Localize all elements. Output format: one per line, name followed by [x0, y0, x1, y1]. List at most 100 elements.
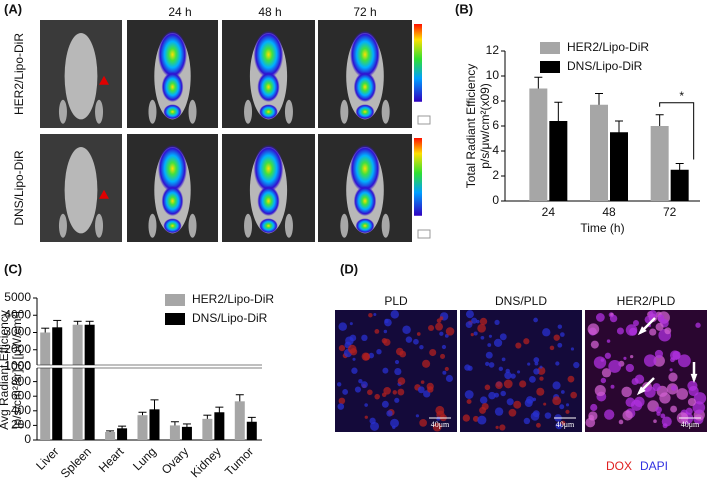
marker-arrow	[99, 75, 109, 85]
cell	[634, 374, 645, 384]
image-title: PLD	[384, 294, 408, 308]
cell	[405, 336, 413, 343]
cell	[487, 343, 492, 347]
cell	[559, 404, 565, 410]
cell	[435, 405, 445, 415]
cell	[515, 342, 522, 349]
pointer-head	[690, 373, 698, 383]
cell	[439, 331, 444, 336]
x-tick-label: Liver	[33, 444, 61, 472]
cell	[464, 390, 474, 399]
bar	[234, 401, 245, 440]
mouse-leg	[188, 213, 197, 238]
cell	[600, 377, 607, 384]
mouse-leg	[95, 99, 104, 124]
cell	[481, 403, 489, 411]
cell	[644, 386, 656, 398]
cell	[485, 351, 493, 359]
bar	[246, 421, 257, 440]
bar	[169, 425, 180, 440]
cell	[670, 405, 678, 413]
bar	[149, 409, 160, 440]
cell	[508, 408, 517, 417]
cell	[381, 400, 389, 408]
cell	[495, 381, 503, 389]
cell	[567, 375, 575, 383]
row-label: HER2/Lipo-DiR	[12, 33, 26, 115]
cell	[593, 356, 607, 369]
cell	[587, 323, 600, 335]
scale-bar-label: 40μm	[556, 420, 575, 429]
signal	[161, 185, 184, 217]
cell	[623, 356, 627, 360]
bar	[52, 327, 63, 440]
cell	[462, 414, 470, 422]
x-tick-label: Ovary	[159, 444, 192, 477]
signal	[253, 30, 284, 79]
y-tick-label: 4	[492, 143, 499, 157]
cell	[338, 322, 347, 331]
cell	[533, 357, 540, 363]
bar	[549, 121, 568, 201]
cell	[655, 406, 662, 414]
cell	[394, 367, 402, 376]
cell	[687, 397, 697, 407]
cell	[595, 313, 605, 322]
cell	[536, 387, 545, 396]
cell	[659, 392, 671, 404]
mouse-leg	[58, 213, 67, 238]
cell	[539, 365, 543, 369]
cell	[374, 393, 380, 400]
cell	[676, 388, 689, 400]
cell	[524, 398, 533, 408]
cell	[655, 322, 664, 331]
y-tick-label: 3000	[4, 325, 31, 339]
mouse-leg	[340, 213, 349, 238]
row-label: DNS/Lipo-DiR	[12, 150, 26, 226]
x-tick-label: Kidney	[188, 444, 224, 480]
cell	[610, 384, 615, 389]
signal	[163, 218, 182, 234]
cell	[488, 362, 495, 368]
cell	[553, 334, 560, 341]
cell	[606, 339, 611, 343]
cell	[669, 368, 673, 372]
cell	[533, 317, 538, 323]
axis-break	[31, 365, 262, 368]
cell	[594, 384, 606, 397]
signal	[349, 30, 381, 79]
cell	[653, 419, 657, 423]
cell	[364, 403, 368, 407]
mouse-body	[64, 32, 98, 120]
x-tick-label: 48	[602, 205, 616, 219]
cell	[470, 333, 474, 337]
cell	[557, 342, 563, 348]
y-tick-label: 6	[492, 118, 499, 132]
legend-swatch	[165, 294, 185, 306]
cell	[354, 386, 362, 393]
cell	[422, 359, 431, 368]
cell	[367, 389, 373, 396]
cell	[397, 388, 405, 396]
cell	[560, 420, 566, 426]
cell	[338, 397, 346, 405]
cell	[368, 312, 373, 318]
cell	[692, 401, 706, 414]
mouse-leg	[244, 99, 253, 124]
cell	[480, 335, 485, 340]
cell	[519, 380, 527, 388]
cell	[420, 380, 425, 384]
mouse-leg	[148, 213, 157, 238]
cell	[394, 397, 400, 403]
legend-swatch	[540, 42, 560, 54]
y-tick-label: 10	[486, 68, 500, 82]
cell	[479, 396, 488, 404]
cell	[442, 370, 447, 375]
signal	[257, 185, 280, 217]
bar	[105, 431, 116, 440]
y-axis-label: Avg Radiant Efficiency	[0, 310, 11, 430]
cell	[565, 403, 570, 407]
y-tick-label: 2	[492, 168, 499, 182]
cell	[621, 386, 632, 398]
y-tick-label: 2000	[4, 342, 31, 356]
